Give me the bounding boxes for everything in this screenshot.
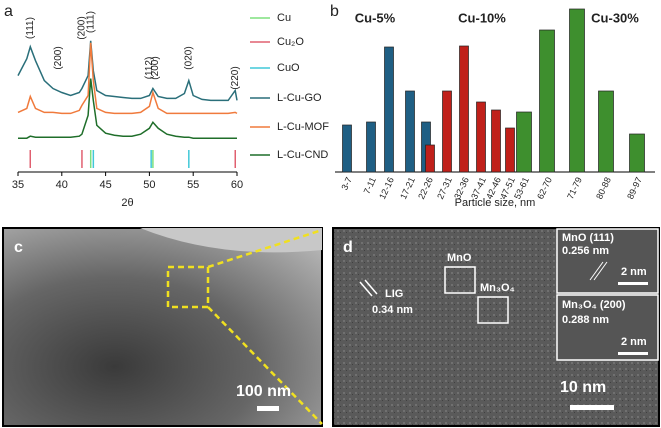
peak-label: (112): [144, 57, 155, 80]
panel-c: c 100 nm: [2, 227, 323, 427]
tem-image: [2, 227, 323, 427]
spectrum: [17, 42, 238, 115]
panel-d: d MnO Mn₃O₄ LIG 0.34 nm MnO (111) 0.256 …: [332, 227, 660, 427]
inset-scale: 2 nm: [621, 266, 647, 278]
bar: [342, 124, 352, 173]
scale-bar: [257, 406, 279, 411]
panel-label: a: [4, 3, 13, 20]
x-tick-label: 35: [12, 179, 24, 191]
x-tick-label: 3-7: [339, 176, 354, 192]
legend-label: Cu-30%: [591, 10, 639, 25]
x-tick-label: 7-11: [362, 176, 378, 196]
inset: [556, 294, 659, 361]
x-tick-label: 50: [143, 179, 155, 191]
bar: [442, 90, 452, 173]
background-region: [140, 228, 322, 253]
peak-label: (111): [25, 17, 36, 39]
bar: [516, 111, 532, 173]
panel-label: c: [14, 239, 23, 256]
lig-spacing: 0.34 nm: [372, 304, 413, 316]
bar: [629, 133, 645, 173]
x-tick-label: 60: [231, 179, 243, 191]
bar: [505, 127, 515, 173]
x-axis-label: 2θ: [121, 197, 133, 209]
region-box: [444, 266, 476, 294]
x-tick-label: 80-88: [594, 176, 613, 201]
legend-label: L-Cu-GO: [277, 92, 322, 104]
spectrum: [17, 40, 238, 102]
bar: [598, 90, 614, 173]
bar: [366, 121, 376, 173]
inset-title: MnO (111): [562, 232, 614, 244]
peak-label: (200): [150, 56, 161, 79]
bar: [569, 8, 585, 173]
panel-label: d: [343, 239, 353, 256]
x-tick-label: 62-70: [535, 176, 554, 201]
bar: [539, 29, 555, 173]
legend-label: Cu-10%: [458, 10, 506, 25]
bar: [459, 45, 469, 173]
fringe: [364, 279, 378, 295]
legend-label: L-Cu-CND: [277, 149, 328, 161]
x-axis-label: Particle size, nm: [455, 197, 536, 209]
scale-bar: [570, 405, 614, 410]
scale-label: 10 nm: [560, 379, 606, 396]
inset-spacing: 0.288 nm: [562, 314, 609, 326]
legend-label: Cu: [277, 12, 291, 24]
legend-label: L-Cu-MOF: [277, 121, 329, 133]
bar: [425, 144, 435, 173]
zoom-line: [207, 306, 323, 425]
x-tick-label: 17-21: [398, 176, 417, 201]
lig-label: LIG: [385, 288, 403, 300]
x-tick-label: 40: [56, 179, 68, 191]
fringe: [593, 261, 608, 281]
scale-bar: [618, 352, 648, 355]
bar: [491, 109, 501, 173]
x-tick-label: 55: [187, 179, 199, 191]
peak-label: (200): [53, 46, 64, 69]
region-label: Mn₃O₄: [480, 282, 515, 294]
panel-label: b: [330, 3, 339, 20]
peak-label: (111): [85, 11, 96, 33]
peak-label: (200): [77, 16, 88, 39]
legend-label: Cu₂O: [277, 36, 304, 48]
x-tick-label: 12-16: [377, 176, 396, 201]
scale-bar: [618, 282, 648, 285]
inset-scale: 2 nm: [621, 336, 647, 348]
fringe: [359, 281, 373, 297]
region-label: MnO: [447, 252, 472, 264]
zoom-box: [166, 265, 210, 309]
bar: [476, 101, 486, 173]
peak-label: (220): [230, 66, 241, 89]
inset-title: Mn₃O₄ (200): [562, 299, 626, 311]
region-box: [477, 296, 509, 324]
x-tick-label: 71-79: [565, 176, 584, 201]
legend-label: CuO: [277, 62, 300, 74]
peak-label: (020): [183, 46, 194, 69]
fringe: [589, 261, 604, 281]
bar: [384, 46, 394, 173]
x-tick-label: 22-26: [416, 176, 435, 201]
legend-label: Cu-5%: [355, 10, 396, 25]
inset-spacing: 0.256 nm: [562, 245, 609, 257]
scale-label: 100 nm: [236, 383, 291, 400]
bar: [405, 90, 415, 173]
x-tick-label: 45: [99, 179, 111, 191]
x-tick-label: 89-97: [625, 176, 644, 201]
spectrum: [18, 78, 237, 139]
